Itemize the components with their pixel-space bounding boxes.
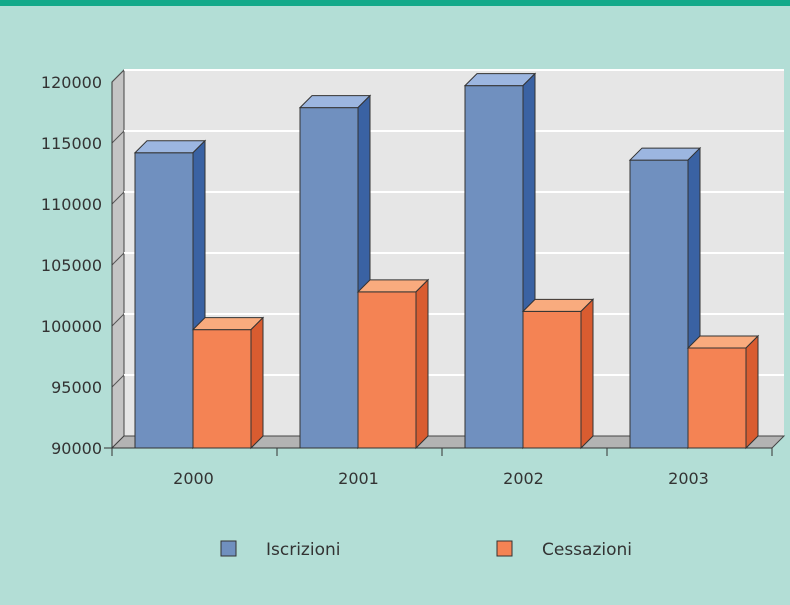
top-band bbox=[0, 0, 790, 6]
y-tick-label: 115000 bbox=[41, 134, 102, 153]
bar-front bbox=[192, 329, 252, 449]
y-tick-label: 120000 bbox=[41, 73, 102, 92]
bars bbox=[133, 72, 760, 450]
y-tick-label: 95000 bbox=[51, 378, 102, 397]
bar-side bbox=[415, 278, 429, 450]
y-tick-label: 100000 bbox=[41, 317, 102, 336]
bar-iscrizioni-2003 bbox=[628, 146, 702, 450]
bar-front bbox=[357, 291, 417, 449]
bar-front bbox=[687, 347, 747, 449]
legend-label-cessazioni: Cessazioni bbox=[542, 540, 632, 560]
axes bbox=[104, 82, 773, 456]
bar-iscrizioni-2002 bbox=[463, 72, 537, 450]
x-axis-tick-labels: 2000 2001 2002 2003 bbox=[173, 469, 709, 488]
bar-front bbox=[629, 159, 689, 449]
bar-front bbox=[464, 85, 524, 449]
legend: Iscrizioni Cessazioni bbox=[220, 540, 632, 560]
x-tick-label: 2003 bbox=[668, 469, 709, 488]
legend-swatch-iscrizioni bbox=[220, 540, 237, 557]
bar-iscrizioni-2000 bbox=[133, 139, 207, 450]
gridline-side bbox=[111, 252, 125, 266]
bar-side bbox=[250, 316, 264, 450]
y-tick-label: 90000 bbox=[51, 439, 102, 458]
y-tick-label: 105000 bbox=[41, 256, 102, 275]
gridline-side bbox=[111, 69, 125, 83]
x-tick-label: 2000 bbox=[173, 469, 214, 488]
x-tick-label: 2002 bbox=[503, 469, 544, 488]
bar-cessazioni-2002 bbox=[521, 298, 595, 450]
gridline-side bbox=[111, 130, 125, 144]
gridline-side bbox=[111, 374, 125, 388]
bar-cessazioni-2001 bbox=[356, 278, 430, 450]
y-axis-tick-labels: 90000 95000 100000 105000 110000 115000 120000 bbox=[41, 73, 102, 458]
gridline-side bbox=[111, 313, 125, 327]
bar-cessazioni-2000 bbox=[191, 316, 265, 450]
bar-front bbox=[134, 152, 194, 449]
legend-label-iscrizioni: Iscrizioni bbox=[266, 540, 340, 560]
x-tick-label: 2001 bbox=[338, 469, 379, 488]
y-tick-label: 110000 bbox=[41, 195, 102, 214]
bar-front bbox=[522, 310, 582, 449]
legend-swatch-cessazioni bbox=[496, 540, 513, 557]
bar-side bbox=[745, 334, 759, 450]
bar-cessazioni-2003 bbox=[686, 334, 760, 450]
bar-side bbox=[580, 298, 594, 450]
bar-front bbox=[299, 107, 359, 449]
gridline-side bbox=[111, 191, 125, 205]
